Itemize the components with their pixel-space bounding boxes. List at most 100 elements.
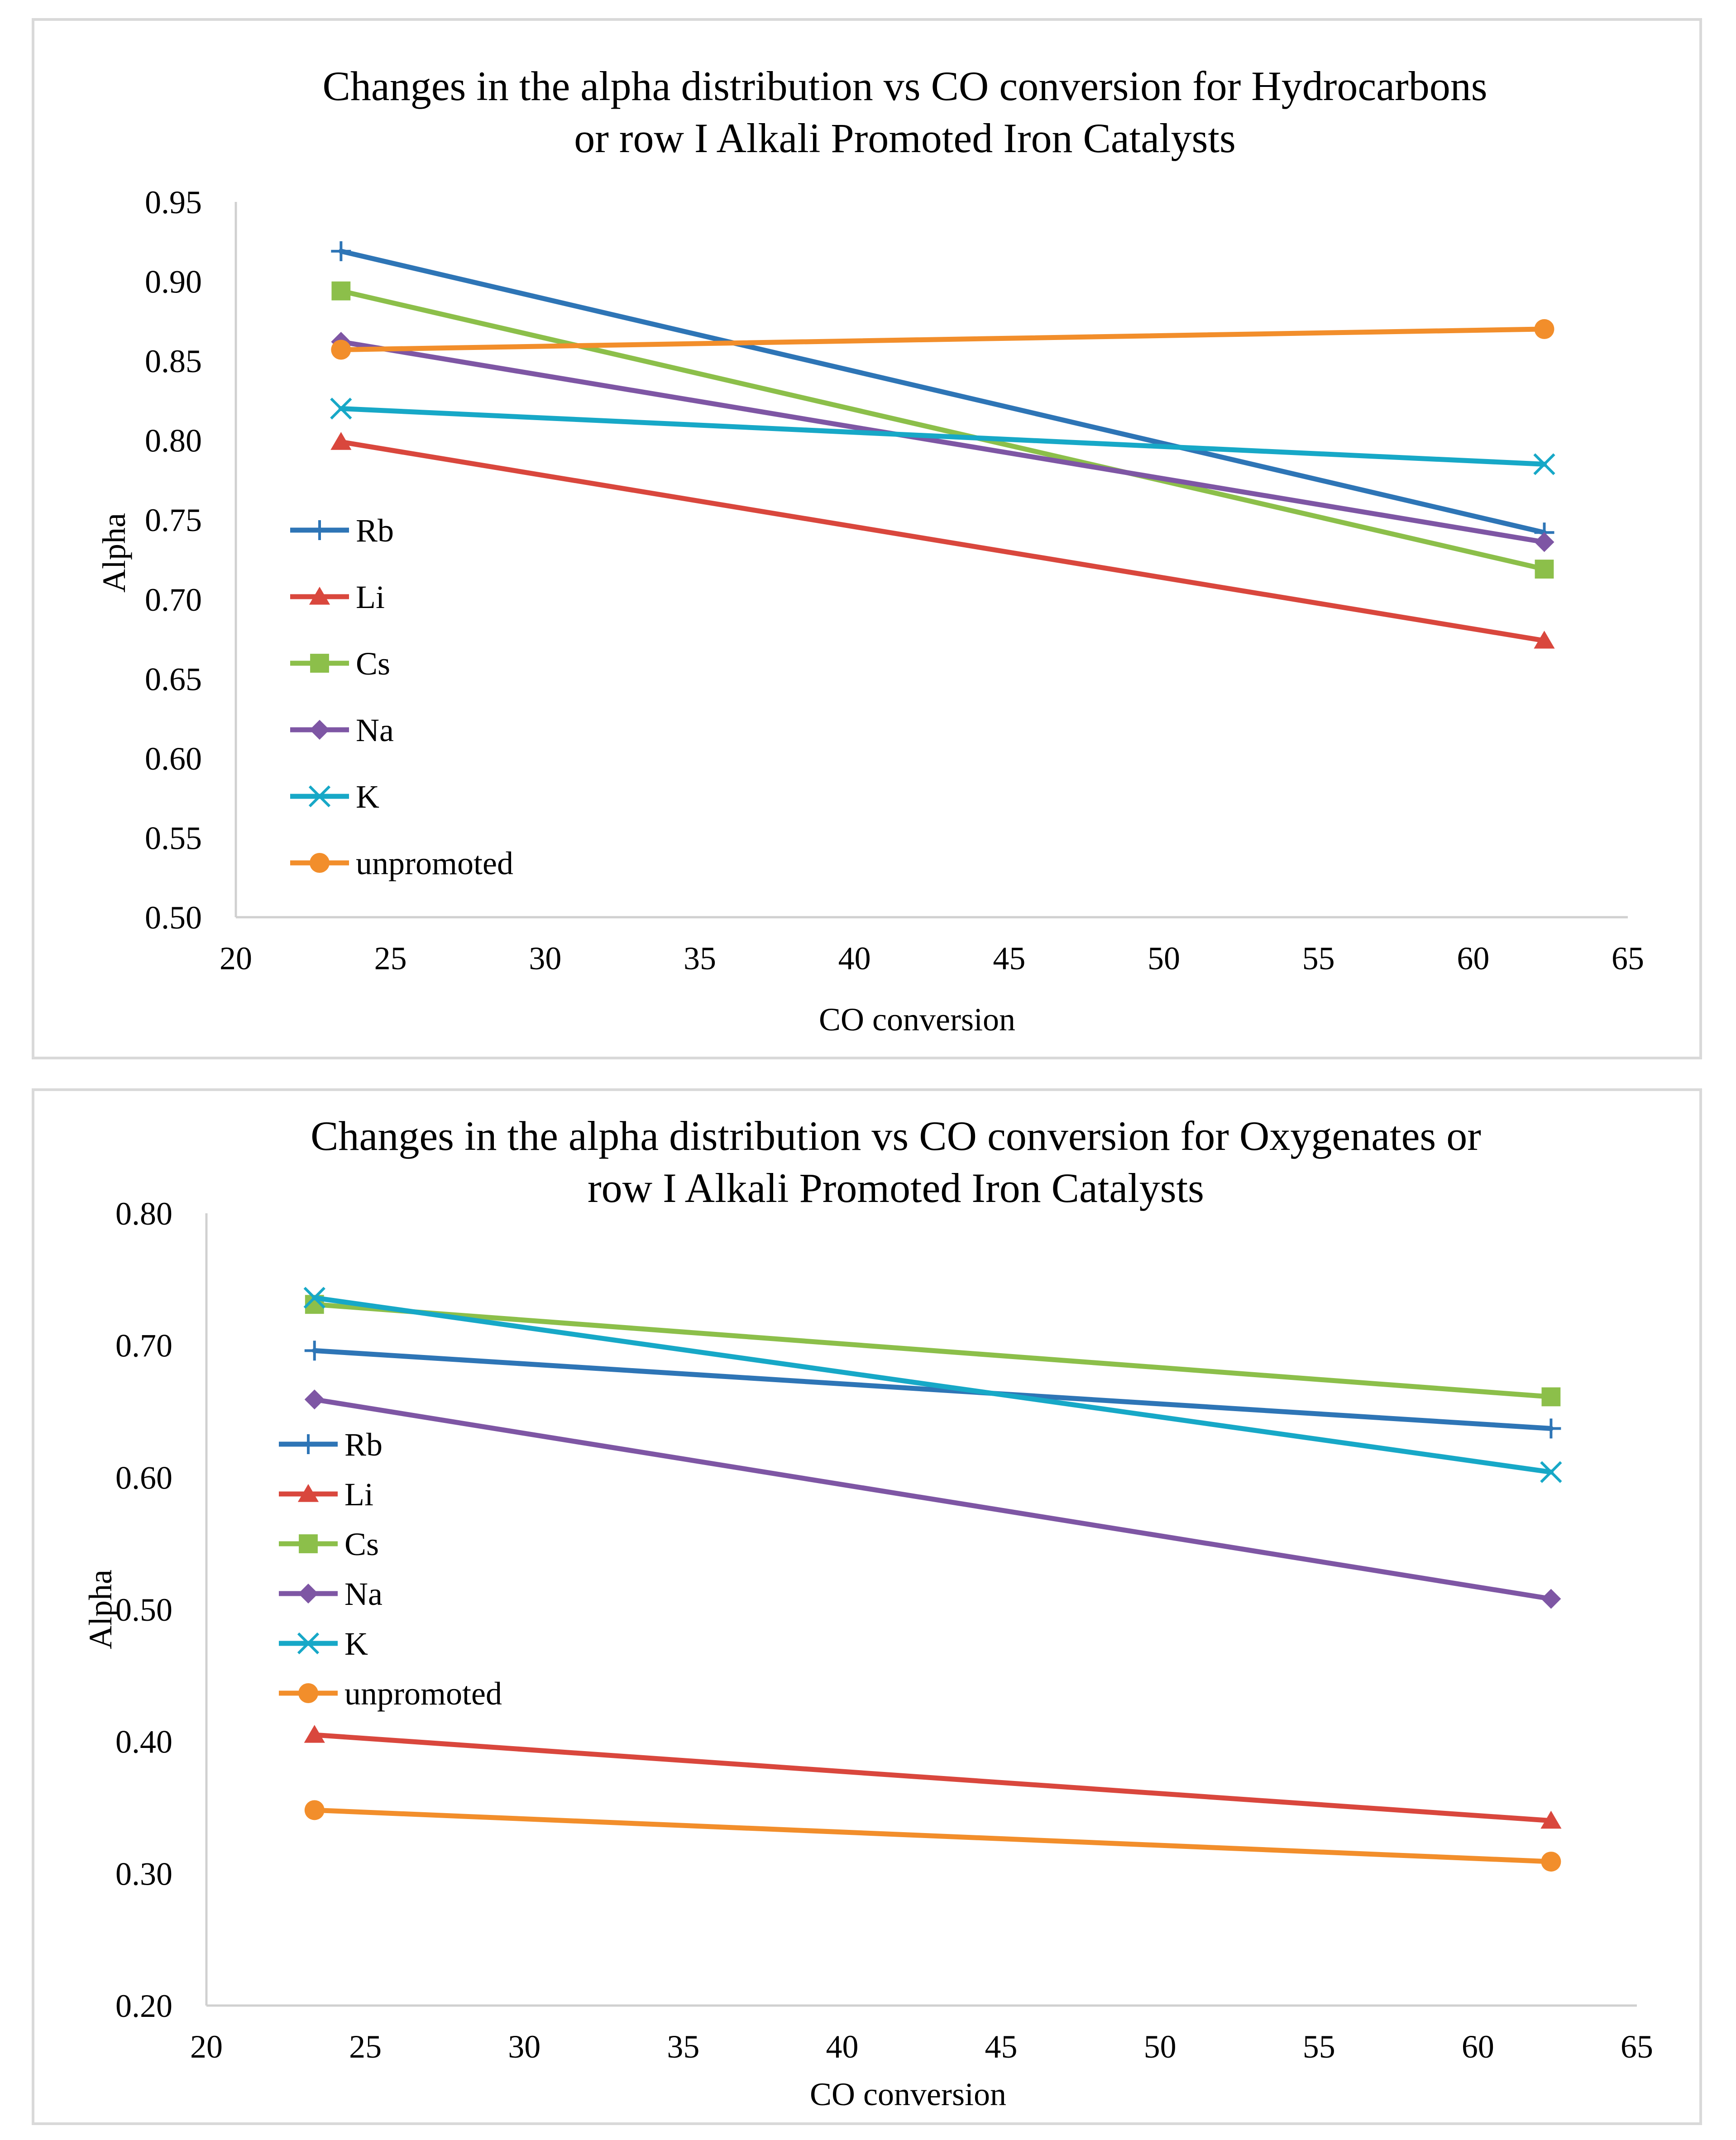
x-tick-label: 45	[993, 940, 1025, 977]
x-tick-label: 55	[1303, 2029, 1335, 2065]
data-point-unpromoted	[304, 1800, 325, 1820]
x-tick-label: 25	[374, 940, 407, 977]
x-tick-label: 55	[1302, 940, 1335, 977]
series-Cs	[331, 281, 1554, 579]
x-tick-label: 65	[1612, 940, 1644, 977]
series-line-Cs	[338, 288, 1547, 572]
series-Rb	[331, 241, 1554, 543]
y-tick-label: 0.65	[145, 661, 202, 697]
y-tick-label: 0.55	[145, 820, 202, 856]
data-point-Cs	[331, 281, 351, 301]
x-tick-label: 45	[985, 2029, 1018, 2065]
oxygenates-chart: Changes in the alpha distribution vs CO …	[82, 1113, 1653, 2112]
data-point-K	[1540, 1461, 1562, 1483]
legend-marker-Rb	[298, 1434, 318, 1454]
x-tick-label: 30	[529, 940, 561, 977]
legend-label-K: K	[356, 779, 379, 815]
y-tick-label: 0.60	[145, 741, 202, 777]
legend-label-Rb: Rb	[356, 512, 394, 549]
x-tick-label: 25	[349, 2029, 382, 2065]
legend-marker-Na	[310, 720, 330, 740]
y-tick-label: 0.80	[115, 1196, 172, 1232]
data-point-Na	[1541, 1589, 1561, 1609]
legend-label-Cs: Cs	[356, 646, 390, 682]
data-point-Cs	[1535, 560, 1554, 579]
series-K	[330, 397, 1555, 475]
data-point-Na	[1534, 532, 1554, 552]
legend-label-Li: Li	[356, 579, 385, 615]
chart-title-line-1: Changes in the alpha distribution vs CO …	[311, 1113, 1481, 1159]
y-tick-label: 0.70	[145, 582, 202, 618]
x-tick-label: 65	[1621, 2029, 1653, 2065]
series-line-K	[312, 1295, 1554, 1475]
series-Na	[331, 331, 1554, 552]
x-axis-label: CO conversion	[810, 2076, 1006, 2112]
data-point-Li	[304, 1725, 325, 1743]
y-tick-label: 0.95	[145, 184, 202, 220]
x-tick-label: 40	[838, 940, 871, 977]
x-axis-label: CO conversion	[819, 1001, 1015, 1038]
x-tick-label: 35	[684, 940, 716, 977]
legend-marker-unpromoted	[310, 853, 330, 873]
axes	[205, 1213, 1637, 2007]
series-Li	[330, 432, 1555, 649]
data-point-Cs	[1541, 1387, 1561, 1407]
series-line-unpromoted	[312, 1807, 1554, 1864]
series-K	[303, 1287, 1562, 1483]
series-Na	[304, 1389, 1561, 1609]
legend-marker-unpromoted	[298, 1683, 318, 1703]
series-line-Rb	[312, 1348, 1554, 1431]
y-tick-label: 0.20	[115, 1988, 172, 2024]
legend-marker-Cs	[310, 654, 329, 673]
legend-marker-K	[297, 1632, 320, 1655]
x-tick-label: 50	[1144, 2029, 1176, 2065]
y-tick-label: 0.50	[115, 1592, 172, 1628]
series-unpromoted	[304, 1800, 1561, 1872]
x-tick-label: 30	[508, 2029, 540, 2065]
legend-label-unpromoted: unpromoted	[356, 845, 513, 881]
y-axis-label: Alpha	[96, 513, 132, 593]
x-tick-label: 60	[1462, 2029, 1494, 2065]
series-line-unpromoted	[338, 326, 1547, 353]
axes	[234, 202, 1628, 919]
legend-marker-Cs	[299, 1534, 318, 1553]
y-tick-label: 0.85	[145, 343, 202, 379]
data-point-unpromoted	[331, 340, 351, 360]
legend-marker-Li	[309, 587, 330, 605]
data-point-Li	[1534, 631, 1555, 649]
x-tick-label: 20	[190, 2029, 223, 2065]
legend-label-Na: Na	[344, 1576, 383, 1612]
data-point-K	[1533, 453, 1555, 475]
series-unpromoted	[331, 319, 1554, 360]
legend-marker-K	[308, 785, 331, 808]
data-point-Rb	[304, 1340, 325, 1361]
legend-label-Cs: Cs	[344, 1526, 379, 1562]
y-axis-label: Alpha	[82, 1570, 119, 1649]
series-line-Na	[338, 339, 1547, 545]
series-line-Li	[312, 1732, 1554, 1824]
legend-label-Rb: Rb	[344, 1427, 383, 1463]
legend-label-Na: Na	[356, 712, 394, 748]
series-line-Cs	[312, 1302, 1554, 1399]
y-tick-label: 0.60	[115, 1460, 172, 1496]
series-line-Na	[312, 1397, 1554, 1602]
data-point-unpromoted	[1534, 319, 1554, 339]
x-tick-label: 20	[220, 940, 252, 977]
chart-title-line-2: or row I Alkali Promoted Iron Catalysts	[574, 115, 1236, 161]
chart-title-line-2: row I Alkali Promoted Iron Catalysts	[588, 1165, 1204, 1211]
y-tick-label: 0.70	[115, 1328, 172, 1364]
series-line-Li	[338, 439, 1547, 643]
hydrocarbons-chart: Changes in the alpha distribution vs CO …	[96, 63, 1644, 1038]
data-point-Li	[330, 432, 352, 450]
legend-label-unpromoted: unpromoted	[344, 1676, 502, 1712]
data-point-Li	[1540, 1810, 1562, 1829]
y-tick-label: 0.40	[115, 1724, 172, 1760]
data-point-Rb	[331, 241, 351, 261]
x-tick-label: 35	[667, 2029, 699, 2065]
x-tick-label: 40	[826, 2029, 858, 2065]
data-point-unpromoted	[1541, 1852, 1561, 1872]
series-Rb	[304, 1340, 1561, 1439]
x-tick-label: 60	[1457, 940, 1489, 977]
